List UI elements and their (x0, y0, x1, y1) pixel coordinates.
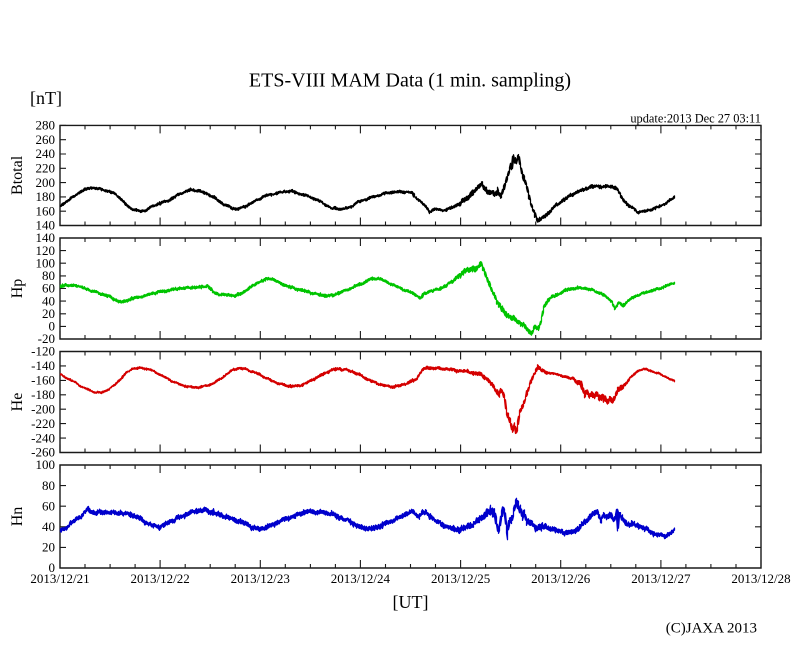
svg-text:260: 260 (36, 132, 56, 147)
svg-text:80: 80 (42, 268, 55, 283)
svg-text:He: He (9, 393, 26, 412)
svg-text:Hn: Hn (9, 507, 26, 527)
svg-text:140: 140 (36, 230, 56, 245)
svg-text:ETS-VIII MAM Data (1 min. samp: ETS-VIII MAM Data (1 min. sampling) (249, 70, 571, 92)
svg-text:2013/12/25: 2013/12/25 (431, 571, 490, 586)
svg-text:2013/12/27: 2013/12/27 (631, 571, 691, 586)
svg-text:0: 0 (49, 560, 56, 575)
svg-text:2013/12/28: 2013/12/28 (731, 571, 790, 586)
svg-text:-180: -180 (31, 387, 55, 402)
svg-text:140: 140 (36, 218, 56, 233)
svg-text:100: 100 (36, 255, 56, 270)
svg-text:220: 220 (36, 161, 56, 176)
svg-text:180: 180 (36, 189, 56, 204)
svg-text:-220: -220 (31, 416, 55, 431)
svg-text:40: 40 (42, 293, 55, 308)
svg-text:20: 20 (42, 306, 55, 321)
svg-text:2013/12/23: 2013/12/23 (231, 571, 290, 586)
svg-text:60: 60 (42, 281, 55, 296)
svg-text:-20: -20 (38, 331, 55, 346)
svg-text:120: 120 (36, 243, 56, 258)
svg-text:40: 40 (42, 519, 55, 534)
svg-text:Btotal: Btotal (9, 155, 26, 195)
svg-text:-140: -140 (31, 358, 55, 373)
svg-text:-260: -260 (31, 445, 55, 460)
svg-text:20: 20 (42, 540, 55, 555)
svg-text:Hp: Hp (9, 279, 26, 299)
svg-text:2013/12/21: 2013/12/21 (30, 571, 89, 586)
svg-text:200: 200 (36, 175, 56, 190)
svg-text:100: 100 (36, 457, 56, 472)
svg-text:240: 240 (36, 146, 56, 161)
svg-text:0: 0 (49, 319, 56, 334)
svg-text:-160: -160 (31, 373, 55, 388)
svg-text:60: 60 (42, 498, 55, 513)
svg-text:160: 160 (36, 203, 56, 218)
svg-text:[nT]: [nT] (30, 88, 62, 108)
svg-text:(C)JAXA 2013: (C)JAXA 2013 (666, 621, 757, 637)
svg-text:-120: -120 (31, 344, 55, 359)
svg-text:update:2013 Dec 27 03:11: update:2013 Dec 27 03:11 (630, 111, 761, 125)
svg-text:2013/12/22: 2013/12/22 (130, 571, 189, 586)
svg-text:2013/12/26: 2013/12/26 (531, 571, 591, 586)
svg-text:-240: -240 (31, 430, 55, 445)
svg-text:[UT]: [UT] (393, 592, 429, 612)
svg-text:-200: -200 (31, 401, 55, 416)
svg-text:280: 280 (36, 118, 56, 133)
svg-text:2013/12/24: 2013/12/24 (331, 571, 391, 586)
svg-text:80: 80 (42, 478, 55, 493)
